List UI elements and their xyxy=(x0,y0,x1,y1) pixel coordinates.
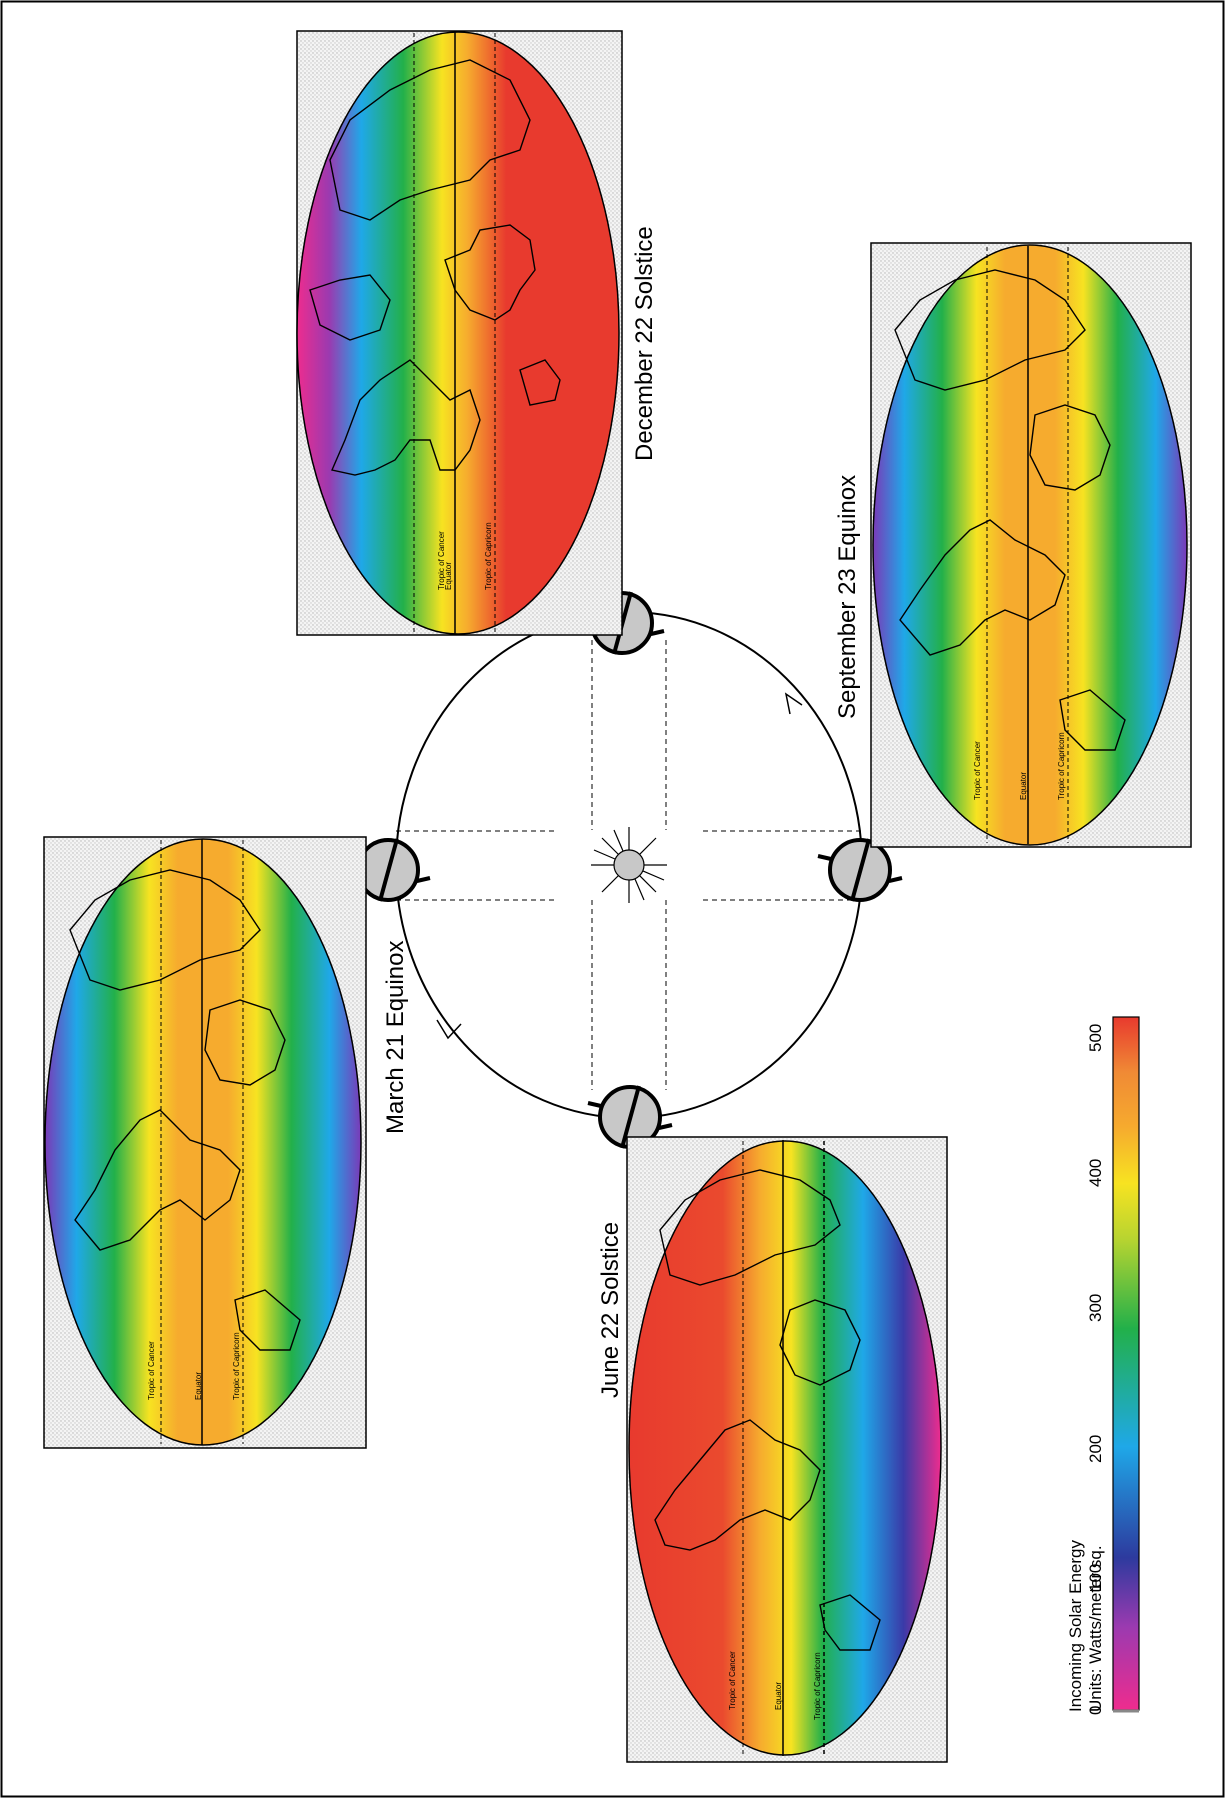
december-solstice-label: December 22 Solstice xyxy=(631,226,658,461)
september-equinox-label: September 23 Equinox xyxy=(834,475,861,719)
tropic-capricorn-label: Tropic of Capricorn xyxy=(484,522,493,590)
june-solstice-label: June 22 Solstice xyxy=(597,1222,624,1398)
continent-outlines xyxy=(69,869,301,1351)
legend-title: Incoming Solar Energy xyxy=(1066,1540,1085,1712)
legend-units: Units: Watts/meter sq. xyxy=(1086,1545,1105,1712)
equator-label: Equator xyxy=(1019,772,1028,800)
continent-outlines xyxy=(309,59,561,476)
equator-label: Equator xyxy=(774,1682,783,1710)
legend-tick-100: 100 xyxy=(1086,1564,1105,1592)
tropic-capricorn-label: Tropic of Capricorn xyxy=(1057,732,1066,800)
equator-label: Equator xyxy=(194,1372,203,1400)
legend-tick-500: 500 xyxy=(1086,1024,1105,1052)
earth-june-icon xyxy=(587,1085,673,1149)
tropic-cancer-label: Tropic of Cancer xyxy=(437,531,446,590)
tropic-capricorn-label: Tropic of Capricorn xyxy=(813,1652,822,1720)
march-equinox-label: March 21 Equinox xyxy=(382,941,409,1134)
map-march: Tropic of Cancer Equator Tropic of Capri… xyxy=(43,836,409,1449)
sun-icon xyxy=(591,827,667,903)
legend-ticks: 0 100 200 300 400 500 xyxy=(1086,1024,1105,1715)
orbit-arrow-icon xyxy=(784,692,803,715)
legend-color-bar xyxy=(1112,1016,1140,1711)
tropic-capricorn-label: Tropic of Capricorn xyxy=(232,1332,241,1400)
legend-tick-200: 200 xyxy=(1086,1435,1105,1463)
map-december: Tropic of Cancer Equator Tropic of Capri… xyxy=(296,30,658,636)
orbit-guide-lines xyxy=(396,640,862,1090)
legend-tick-400: 400 xyxy=(1086,1159,1105,1187)
continent-outlines xyxy=(654,1169,881,1651)
map-september: Tropic of Cancer Equator Tropic of Capri… xyxy=(834,242,1192,848)
tropic-cancer-label: Tropic of Cancer xyxy=(728,1651,737,1710)
color-legend: Incoming Solar Energy Units: Watts/meter… xyxy=(1066,1016,1140,1715)
tropic-cancer-label: Tropic of Cancer xyxy=(147,1341,156,1400)
equator-label: Equator xyxy=(444,562,453,590)
tropic-cancer-label: Tropic of Cancer xyxy=(973,741,982,800)
earth-september-icon xyxy=(817,838,903,902)
map-june: Tropic of Cancer Equator Tropic of Capri… xyxy=(597,1136,948,1763)
orbit-arrow-icon xyxy=(436,1019,462,1040)
legend-tick-0: 0 xyxy=(1086,1706,1105,1715)
legend-tick-300: 300 xyxy=(1086,1294,1105,1322)
continent-outlines xyxy=(894,269,1126,751)
